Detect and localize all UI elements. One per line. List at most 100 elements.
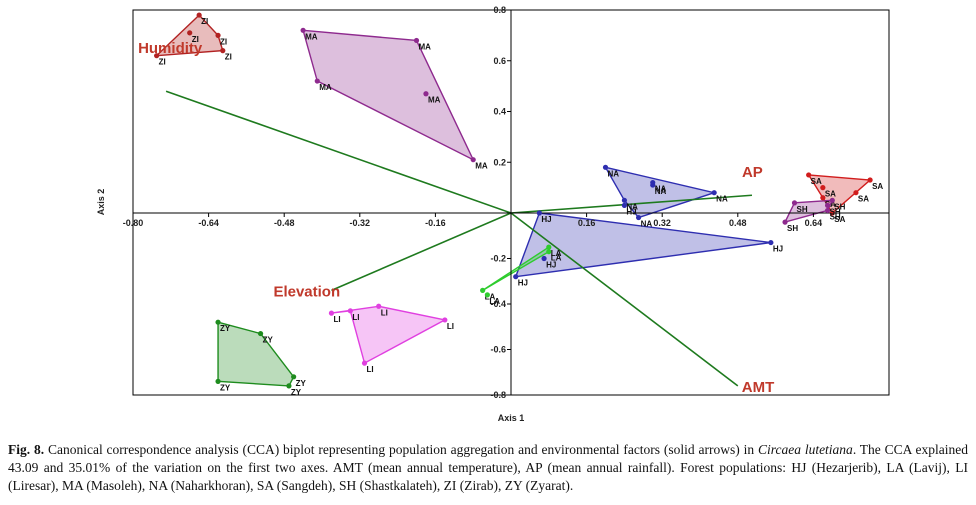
- point-na: [635, 214, 642, 221]
- point-zi: [220, 48, 226, 54]
- hull-ma: [302, 29, 475, 162]
- point-li: [361, 360, 368, 366]
- x-tick-label: -0.48: [274, 218, 295, 228]
- point-label-zi: ZI: [220, 37, 227, 46]
- y-axis-title: Axis 2: [96, 189, 106, 216]
- point-li: [376, 303, 382, 309]
- hull-zy: [217, 321, 295, 387]
- point-label-la: LA: [485, 292, 496, 301]
- point-label-sh: SH: [834, 202, 845, 211]
- point-sh: [791, 200, 798, 206]
- y-tick-label: 0.6: [493, 56, 506, 66]
- point-na: [711, 190, 717, 196]
- point-label-ma: MA: [319, 83, 332, 92]
- point-hj: [768, 239, 774, 246]
- point-label-zi: ZI: [201, 17, 208, 26]
- arrow-label-amt: AMT: [742, 379, 775, 396]
- x-tick-label: 0.64: [805, 218, 823, 228]
- point-hj: [536, 210, 542, 216]
- point-sh: [824, 202, 831, 208]
- point-label-li: LI: [381, 308, 388, 317]
- y-tick-label: -0.6: [490, 345, 506, 355]
- caption-lead: Fig. 8.: [8, 442, 45, 457]
- arrow-label-elevation: Elevation: [273, 283, 340, 300]
- caption-species: Circaea lutetiana: [757, 442, 853, 457]
- point-label-na: NA: [608, 169, 620, 178]
- arrow-label-humidity: Humidity: [138, 40, 203, 57]
- cca-biplot: -0.80 -0.64 -0.48 -0.32 -0.16 0.16 0.32 0.48 0.6…: [96, 5, 890, 423]
- point-sh: [829, 197, 835, 203]
- point-sa: [867, 177, 873, 183]
- point-label-zy: ZY: [291, 388, 302, 397]
- point-label-na: NA: [655, 187, 667, 196]
- point-label-hj: HJ: [773, 245, 783, 254]
- point-label-li: LI: [367, 365, 374, 374]
- point-label-sh: SH: [830, 212, 841, 221]
- point-label-sa: SA: [858, 195, 869, 204]
- caption-text-2: . The CCA explained 43.09 and 35.01% of …: [8, 442, 968, 493]
- hull-hj: [514, 212, 771, 278]
- point-label-la: LA: [551, 254, 562, 263]
- point-label-sa: SA: [811, 177, 822, 186]
- point-sa: [829, 210, 835, 216]
- point-label-hj: HJ: [626, 207, 636, 216]
- y-tick-label: 0.2: [493, 157, 506, 167]
- hull-li: [331, 305, 447, 365]
- y-tick-label: -0.4: [490, 299, 506, 309]
- point-zy: [291, 374, 297, 380]
- point-label-ma: MA: [475, 162, 488, 171]
- point-zi: [196, 12, 202, 18]
- point-label-zy: ZY: [220, 383, 231, 392]
- point-label-li: LI: [447, 322, 454, 331]
- point-ma: [300, 27, 306, 33]
- point-zi: [154, 53, 160, 59]
- point-label-sa: SA: [825, 190, 836, 199]
- point-hj: [541, 255, 547, 262]
- point-sh: [782, 219, 788, 225]
- point-sh: [824, 207, 831, 214]
- point-label-hj: HJ: [541, 215, 551, 224]
- point-label-ma: MA: [428, 96, 441, 105]
- point-na: [650, 182, 656, 188]
- point-hj: [621, 202, 628, 208]
- arrow-amt: [510, 212, 739, 387]
- point-label-ma: MA: [305, 32, 318, 41]
- point-zi: [215, 32, 221, 38]
- y-tick-label: -0.8: [490, 390, 506, 400]
- figure-caption: Fig. 8. Canonical correspondence analysi…: [8, 441, 968, 495]
- point-label-sh: SH: [787, 224, 798, 233]
- point-na: [602, 164, 609, 170]
- y-tick-label: 0.4: [493, 107, 506, 117]
- x-tick-label: -0.64: [198, 218, 219, 228]
- point-label-zi: ZI: [225, 53, 232, 62]
- arrow-label-ap: AP: [742, 164, 763, 181]
- x-axis-title: Axis 1: [498, 413, 525, 423]
- point-label-na: NA: [626, 202, 638, 211]
- point-label-hj: HJ: [546, 261, 556, 270]
- point-label-li: LI: [333, 315, 340, 324]
- point-zy: [215, 319, 221, 325]
- point-sa: [820, 195, 826, 201]
- point-sa: [820, 185, 826, 191]
- point-zy: [215, 378, 221, 384]
- point-sa: [853, 190, 859, 196]
- point-ma: [423, 91, 429, 97]
- point-zy: [286, 383, 292, 389]
- arrow-humidity: [165, 90, 512, 214]
- caption-text-1: Canonical correspondence analysis (CCA) …: [44, 442, 758, 457]
- point-zi: [187, 30, 193, 36]
- arrow-ap: [510, 194, 753, 214]
- point-li: [442, 317, 448, 323]
- arrow-elevation: [331, 212, 512, 292]
- point-label-na: NA: [641, 220, 653, 229]
- point-label-la: LA: [489, 297, 500, 306]
- point-la: [546, 249, 552, 255]
- point-label-na: NA: [655, 185, 667, 194]
- point-zy: [257, 330, 264, 337]
- point-na: [621, 197, 628, 203]
- x-tick-label: -0.80: [123, 218, 144, 228]
- point-label-zy: ZY: [220, 324, 231, 333]
- point-hj: [513, 274, 519, 280]
- x-tick-label: -0.32: [350, 218, 371, 228]
- x-tick-label: 0.16: [578, 218, 596, 228]
